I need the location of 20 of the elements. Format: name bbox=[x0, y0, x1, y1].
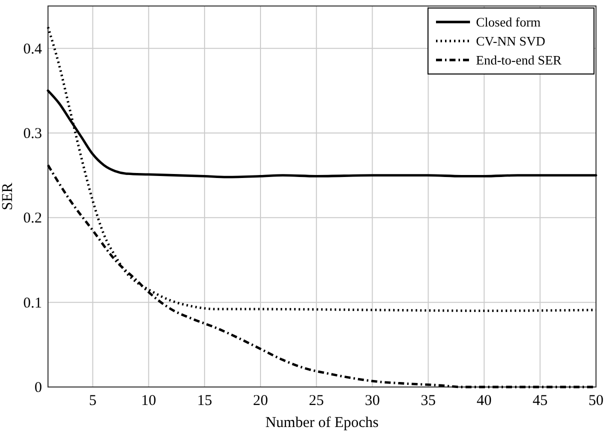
x-tick-label: 25 bbox=[308, 393, 324, 409]
x-tick-label: 50 bbox=[588, 393, 604, 409]
y-tick-label: 0 bbox=[34, 380, 42, 396]
x-tick-label: 10 bbox=[141, 393, 156, 409]
x-tick-label: 15 bbox=[197, 393, 212, 409]
legend-label: CV-NN SVD bbox=[476, 34, 546, 48]
y-tick-label: 0.1 bbox=[23, 295, 42, 312]
x-tick-label: 45 bbox=[532, 393, 548, 409]
x-tick-label: 5 bbox=[88, 393, 96, 409]
x-tick-label: 40 bbox=[476, 393, 492, 409]
legend-label: Closed form bbox=[476, 14, 541, 30]
x-tick-label: 20 bbox=[252, 393, 268, 409]
y-axis-title: SER bbox=[0, 182, 16, 210]
legend-label: End-to-end SER bbox=[476, 52, 562, 68]
x-axis-title: Number of Epochs bbox=[265, 415, 379, 431]
y-tick-label: 0.2 bbox=[23, 210, 42, 227]
x-tick-label: 35 bbox=[420, 393, 436, 409]
y-tick-label: 0.4 bbox=[23, 41, 42, 58]
y-tick-label: 0.3 bbox=[23, 126, 42, 142]
x-tick-label: 30 bbox=[364, 393, 380, 409]
